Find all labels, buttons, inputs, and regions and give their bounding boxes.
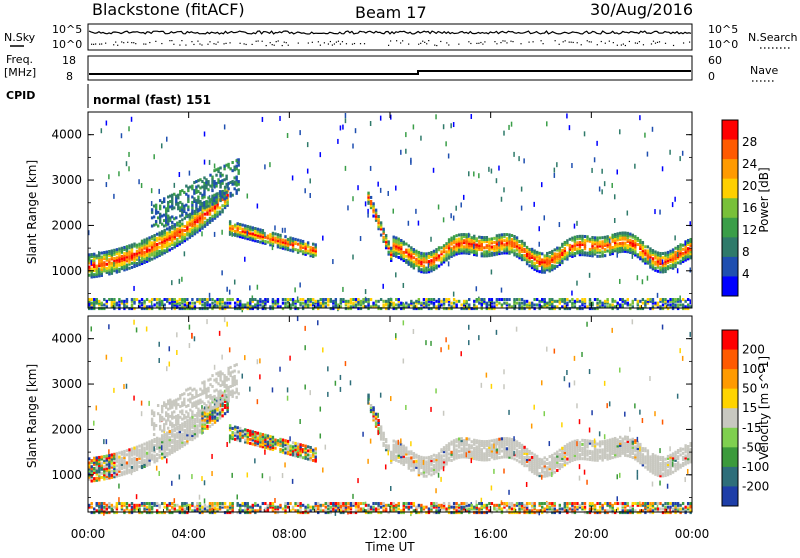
- freq-tick-top: 18: [62, 54, 76, 67]
- power-heatmap: [88, 113, 692, 312]
- colorbar-tick-label: 28: [742, 135, 757, 149]
- nsearch-tick-top: 10^5: [708, 23, 738, 36]
- power-colorbar-label: Power [dB]: [757, 167, 771, 232]
- colorbar-tick-label: 200: [742, 343, 765, 357]
- time-tick-label: 00:00: [675, 527, 710, 541]
- time-axis-label: Time UT: [364, 540, 415, 554]
- colorbar-tick-label: 4: [742, 267, 750, 281]
- nave-tick-bottom: 0: [708, 70, 715, 83]
- time-tick-label: 16:00: [473, 527, 508, 541]
- colorbar-swatch: [722, 140, 738, 160]
- colorbar-tick-label: 16: [742, 201, 757, 215]
- power-yaxis: 1000 2000 3000 4000: [51, 128, 692, 294]
- velocity-colorbar-label: Velocity [m s^-1]: [757, 356, 771, 460]
- colorbar-swatch: [722, 447, 738, 467]
- colorbar-swatch: [722, 389, 738, 409]
- nave-label: Nave: [750, 64, 778, 77]
- colorbar-swatch: [722, 428, 738, 448]
- colorbar-tick-label: 15: [742, 401, 757, 415]
- freq-label: Freq.: [6, 53, 33, 66]
- colorbar-tick-label: 50: [742, 382, 757, 396]
- time-tick-label: 04:00: [171, 527, 206, 541]
- colorbar-swatch: [722, 257, 738, 277]
- colorbar-swatch: [722, 486, 738, 506]
- freq-tick-bottom: 8: [66, 70, 73, 83]
- colorbar-swatch: [722, 218, 738, 238]
- colorbar-swatch: [722, 159, 738, 179]
- freq-panel: Freq. [MHz] 18 8 60 0 Nave: [4, 53, 778, 83]
- nsky-tick-top: 10^5: [52, 23, 82, 36]
- colorbar-swatch: [722, 198, 738, 218]
- velocity-heatmap: [88, 316, 692, 516]
- colorbar-tick-label: 20: [742, 179, 757, 193]
- power-ylabel: Slant Range [km]: [25, 160, 39, 264]
- nsearch-label: N.Search: [748, 31, 798, 44]
- colorbar-swatch: [722, 330, 738, 350]
- colorbar-swatch: [722, 237, 738, 257]
- range-tick-label: 3000: [51, 377, 82, 391]
- colorbar-swatch: [722, 276, 738, 296]
- range-tick-label: 2000: [51, 218, 82, 232]
- range-tick-label: 1000: [51, 264, 82, 278]
- colorbar-swatch: [722, 408, 738, 428]
- nave-tick-top: 60: [708, 54, 722, 67]
- nsky-tick-bottom: 10^0: [52, 38, 82, 51]
- freq-unit: [MHz]: [4, 66, 36, 79]
- power-panel: 1000 2000 3000 4000 Slant Range [km]: [25, 112, 692, 312]
- colorbar-swatch: [722, 350, 738, 370]
- nsky-traces: [89, 31, 691, 46]
- colorbar-swatch: [722, 120, 738, 140]
- nsky-label: N.Sky: [4, 31, 36, 44]
- time-axis: 00:00 04:00 08:00 12:00 16:00 20:00 00:00: [71, 112, 710, 541]
- colorbar-tick-label: -200: [742, 479, 769, 493]
- range-tick-label: 4000: [51, 332, 82, 346]
- nsky-trace: [89, 31, 691, 34]
- time-tick-label: 00:00: [71, 527, 106, 541]
- time-tick-label: 08:00: [272, 527, 307, 541]
- velocity-yaxis: 1000 2000 3000 4000: [51, 332, 692, 498]
- date-title: 30/Aug/2016: [590, 0, 693, 19]
- nsearch-tick-bottom: 10^0: [708, 38, 738, 51]
- range-tick-label: 1000: [51, 468, 82, 482]
- power-colorbar: 28 24 20 16 12 8 4: [722, 120, 757, 297]
- cpid-label: CPID: [6, 89, 35, 102]
- colorbar-swatch: [722, 179, 738, 199]
- beam-title: Beam 17: [355, 3, 427, 22]
- range-tick-label: 3000: [51, 173, 82, 187]
- cpid-value: normal (fast) 151: [93, 93, 211, 107]
- colorbar-swatch: [722, 369, 738, 389]
- colorbar-tick-label: 8: [742, 245, 750, 259]
- colorbar-swatch: [722, 467, 738, 487]
- colorbar-tick-label: 12: [742, 223, 757, 237]
- freq-trace: [89, 71, 691, 74]
- range-tick-label: 4000: [51, 128, 82, 142]
- velocity-ylabel: Slant Range [km]: [25, 364, 39, 468]
- colorbar-tick-label: 24: [742, 157, 757, 171]
- range-tick-label: 2000: [51, 422, 82, 436]
- velocity-panel: 1000 2000 3000 4000 Slant Range [km]: [25, 316, 692, 516]
- station-title: Blackstone (fitACF): [92, 0, 245, 19]
- colorbar-tick-label: -100: [742, 460, 769, 474]
- time-tick-label: 20:00: [574, 527, 609, 541]
- nsky-panel: N.Sky 10^5 10^0 10^5 10^0 N.Search: [4, 23, 798, 51]
- time-tick-label: 12:00: [373, 527, 408, 541]
